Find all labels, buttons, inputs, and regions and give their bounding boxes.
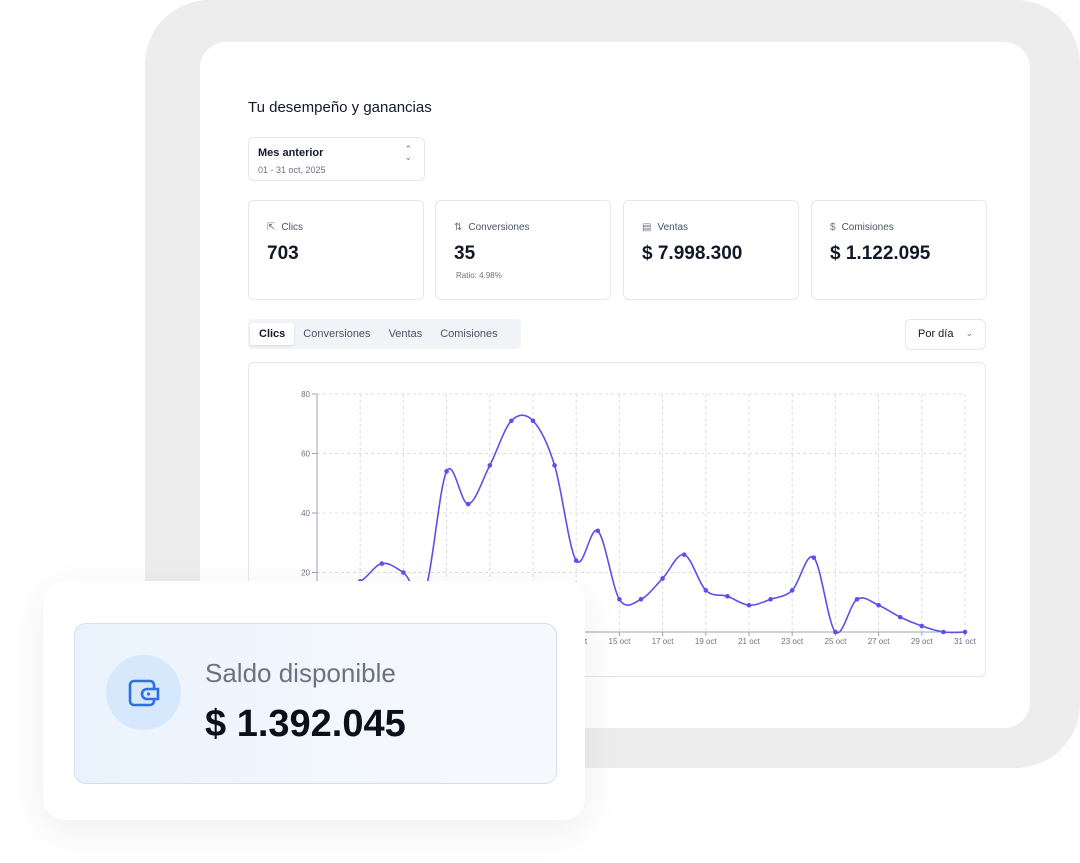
data-point [617, 596, 622, 602]
stat-card-conversions: ⇅ Conversiones 35 Ratio: 4.98% [435, 200, 611, 300]
data-point [876, 602, 881, 608]
granularity-select[interactable]: Por día ⌄ [905, 319, 986, 350]
tab-sales[interactable]: Ventas [388, 328, 423, 340]
stat-value: $ 1.122.095 [830, 243, 931, 264]
stat-label: Conversiones [468, 222, 530, 233]
tab-conversions[interactable]: Conversiones [303, 328, 371, 340]
wallet-icon [128, 679, 160, 707]
balance-value: $ 1.392.045 [205, 703, 406, 745]
data-point [941, 629, 946, 635]
y-tick-label: 80 [301, 390, 310, 399]
data-point [833, 629, 838, 635]
data-point [746, 602, 752, 608]
y-tick-label: 40 [301, 509, 310, 518]
x-tick-label: 19 oct [695, 637, 718, 646]
stat-label: Ventas [657, 222, 689, 233]
x-tick-label: 15 oct [609, 637, 632, 646]
data-point [401, 570, 406, 575]
stat-card-clicks: ⇱ Clics 703 [248, 200, 424, 300]
balance-label: Saldo disponible [205, 658, 396, 688]
data-point [811, 555, 817, 560]
arrows-up-down-icon: ⇅ [454, 222, 463, 233]
data-point [530, 418, 536, 424]
stat-card-sales: ▤ Ventas $ 7.998.300 [623, 200, 799, 300]
chevron-up-down-icon: ⌃ ⌄ [404, 144, 412, 162]
stat-value: $ 7.998.300 [642, 243, 743, 264]
data-point [444, 469, 449, 474]
x-tick-label: 17 oct [652, 637, 675, 646]
period-selector[interactable]: Mes anterior 01 - 31 oct, 2025 ⌃ ⌄ [248, 137, 425, 181]
page-title: Tu desempeño y ganancias [248, 99, 432, 116]
dollar-icon: $ [830, 222, 836, 233]
x-tick-label: 25 oct [825, 637, 848, 646]
data-point [465, 501, 471, 507]
data-point [789, 588, 795, 593]
stat-label: Clics [281, 222, 304, 233]
tab-clicks[interactable]: Clics [250, 323, 295, 345]
y-tick-label: 60 [301, 450, 310, 459]
receipt-icon: ▤ [642, 222, 652, 233]
stat-value: 35 [454, 243, 476, 264]
data-point [962, 629, 968, 635]
metric-tabs: Clics Conversiones Ventas Comisiones [248, 319, 521, 349]
data-point [379, 561, 385, 566]
cursor-icon: ⇱ [267, 222, 276, 233]
data-point [638, 596, 644, 602]
x-tick-label: 21 oct [738, 637, 761, 646]
data-point [552, 463, 557, 468]
data-point [919, 623, 925, 629]
period-range: 01 - 31 oct, 2025 [258, 165, 326, 175]
y-tick-label: 20 [301, 569, 310, 578]
stat-label: Comisiones [841, 222, 894, 233]
x-tick-label: 27 oct [868, 637, 891, 646]
data-point [768, 596, 773, 602]
data-point [725, 594, 730, 599]
data-point [660, 576, 665, 581]
tab-commissions[interactable]: Comisiones [440, 328, 498, 340]
data-point [487, 463, 493, 468]
granularity-value: Por día [918, 328, 954, 340]
stat-card-commissions: $ Comisiones $ 1.122.095 [811, 200, 987, 300]
x-tick-label: 29 oct [911, 637, 934, 646]
data-point [703, 588, 709, 593]
wallet-icon-badge [106, 655, 181, 730]
chevron-down-icon: ⌄ [965, 328, 973, 338]
data-point [681, 552, 687, 557]
data-point [509, 418, 514, 424]
x-tick-label: 31 oct [954, 637, 977, 646]
stat-ratio: Ratio: 4.98% [456, 271, 502, 280]
stat-value: 703 [267, 243, 299, 264]
data-point [573, 558, 579, 563]
data-point [595, 528, 601, 534]
period-label: Mes anterior [258, 147, 324, 159]
data-point [854, 596, 860, 602]
x-tick-label: 23 oct [781, 637, 804, 646]
data-point [897, 614, 903, 620]
